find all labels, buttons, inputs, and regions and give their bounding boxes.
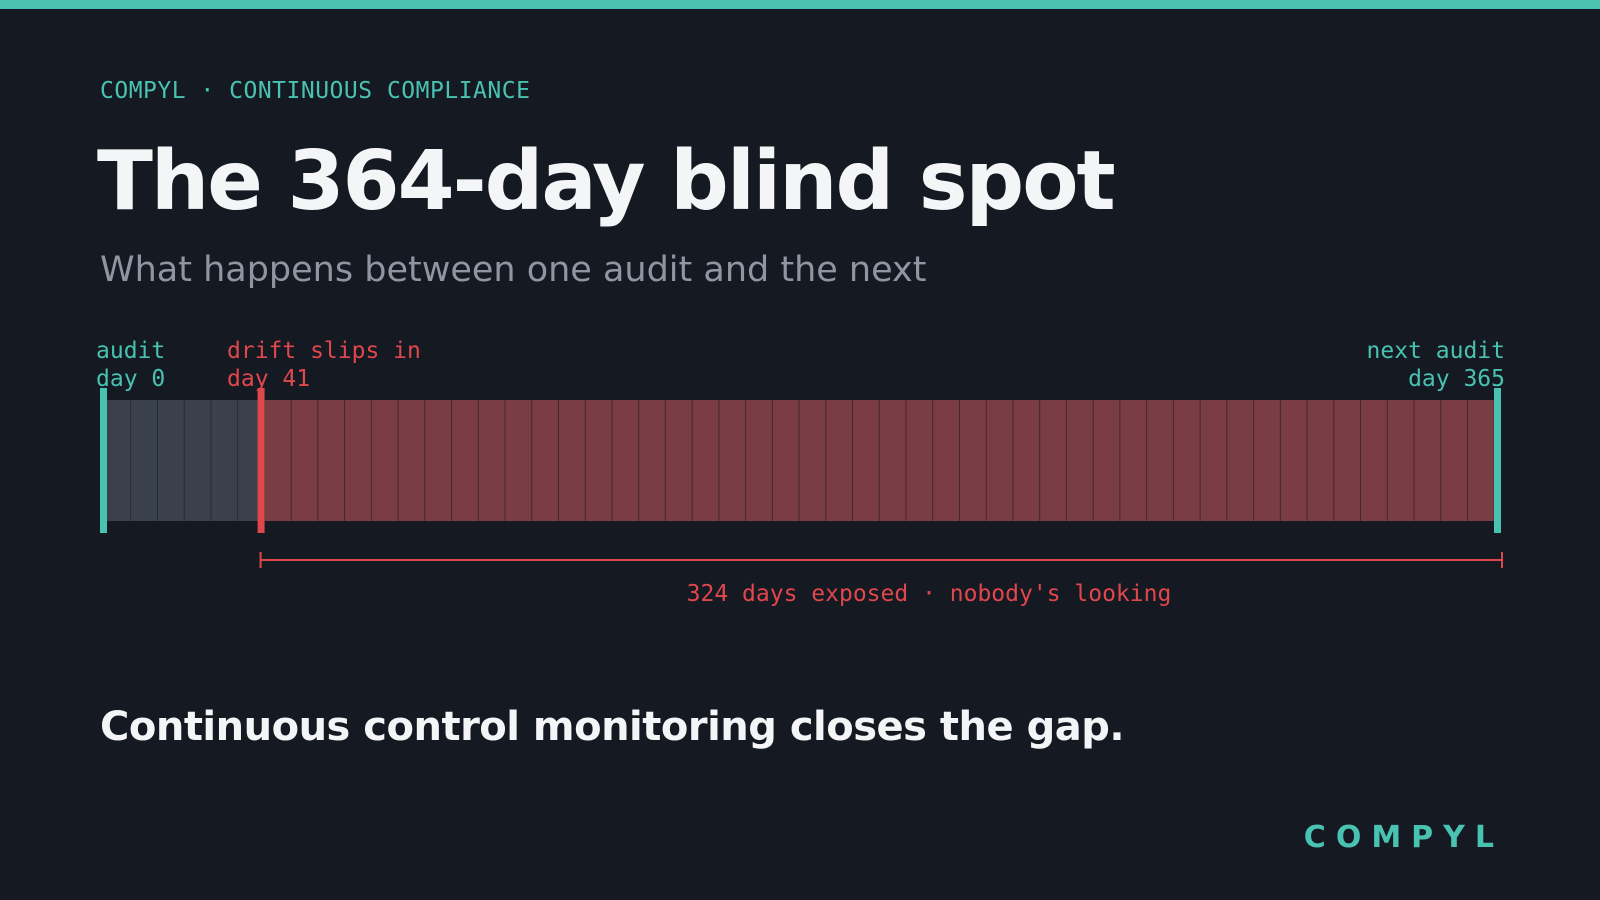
drift-label: drift slips in day 41 (227, 337, 421, 393)
drift-marker (257, 388, 265, 533)
next-audit-title: next audit (1366, 338, 1505, 364)
exposure-caption-row: 324 days exposed · nobody's looking (0, 580, 1600, 608)
drift-title: drift slips in (227, 338, 421, 364)
eyebrow-label: COMPYL · CONTINUOUS COMPLIANCE (100, 78, 531, 104)
audit-start-label: audit day 0 (96, 337, 165, 393)
top-accent-bar (0, 0, 1600, 9)
audit-start-marker (100, 388, 107, 533)
timeline-bar (100, 388, 1503, 568)
tagline: Continuous control monitoring closes the… (100, 704, 1125, 750)
next-audit-label: next audit day 365 (1367, 337, 1505, 393)
safe-segment (104, 400, 261, 521)
next-audit-marker (1494, 388, 1501, 533)
exposure-caption: 324 days exposed · nobody's looking (686, 581, 1172, 607)
page-subtitle: What happens between one audit and the n… (100, 250, 927, 290)
brand-logo: COMPYL (1303, 820, 1504, 855)
audit-start-title: audit (96, 338, 166, 364)
drift-day: day 41 (227, 366, 311, 392)
audit-start-day: day 0 (96, 366, 166, 392)
page-title: The 364-day blind spot (97, 134, 1116, 229)
next-audit-day: day 365 (1408, 366, 1505, 392)
